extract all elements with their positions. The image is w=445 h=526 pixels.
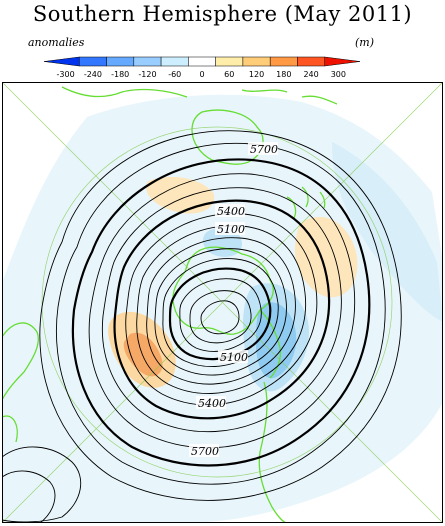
legend-tick-label: 0	[199, 70, 204, 79]
anomaly-shading	[2, 94, 443, 523]
antarctic-peninsula	[259, 309, 282, 379]
legend-tick-label: -120	[138, 70, 156, 79]
units-label: (m)	[355, 36, 375, 49]
meridian-line	[2, 82, 443, 523]
contour-label: 5400	[217, 205, 245, 218]
legend-color-box	[297, 56, 325, 67]
contour-label: 5400	[198, 397, 226, 410]
legend-tick-label: -60	[168, 70, 181, 79]
contour-5200	[154, 248, 287, 376]
legend-tick-label: -300	[57, 70, 75, 79]
legend-tick-label: 60	[224, 70, 234, 79]
contour-5900	[39, 130, 402, 501]
contour-labels: 5700 5400 5100 5100 5400 5700	[189, 142, 278, 458]
southwest-coast	[2, 415, 18, 443]
east-island-coast	[319, 191, 326, 209]
contour-5000	[189, 290, 252, 344]
legend-color-box	[188, 56, 216, 67]
anomaly-negative-inner	[256, 302, 297, 379]
legend-tick-label: 180	[276, 70, 291, 79]
contour-label: 5100	[220, 351, 248, 364]
legend-color-box	[269, 56, 298, 67]
northern-coast	[61, 86, 188, 98]
contour-5800	[55, 142, 386, 485]
south-america-coastline	[258, 381, 288, 523]
contour-label: 5700	[191, 445, 219, 458]
contour-outer-sw-2	[2, 470, 56, 523]
map-title: Southern Hemisphere (May 2011)	[32, 2, 413, 26]
indonesia-coast	[241, 89, 338, 105]
anomaly-positive-north	[146, 176, 215, 214]
legend-tick-label: 120	[249, 70, 264, 79]
contour-label: 5100	[217, 223, 245, 236]
legend-color-box	[133, 56, 162, 67]
latitude-circle	[41, 126, 393, 478]
legend-color-box	[324, 56, 361, 67]
legend-color-box	[242, 56, 271, 67]
legend-color-box	[43, 56, 80, 67]
contour-5600	[88, 173, 356, 449]
legend-color-box	[160, 56, 189, 67]
contour-5500	[101, 187, 342, 433]
contour-label: 5700	[250, 143, 278, 156]
coastlines	[2, 86, 338, 523]
legend-color-box	[79, 56, 107, 67]
legend-tick-label: 240	[303, 70, 318, 79]
contour-5700	[71, 158, 371, 467]
antarctica-coastline	[172, 246, 274, 335]
contour-5400	[113, 199, 331, 420]
graticule	[2, 82, 443, 523]
legend-color-box	[106, 56, 135, 67]
anomaly-positive-west-core	[123, 332, 163, 377]
hemisphere-map: 5700 5400 5100 5100 5400 5700	[2, 82, 443, 523]
contour-outer-sw	[2, 446, 82, 523]
contour-4950	[200, 300, 240, 335]
contour-5050	[179, 278, 262, 352]
color-legend: -300 -240 -180 -120 -60 0 60 120 180 240 300	[43, 56, 361, 79]
legend-tick-label: -180	[111, 70, 129, 79]
legend-tick-label: 300	[331, 70, 346, 79]
legend-color-box	[215, 56, 244, 67]
map-frame	[2, 82, 443, 523]
new-zealand-coastline	[286, 186, 309, 219]
africa-coastline	[2, 322, 39, 401]
legend-tick-label: -240	[84, 70, 102, 79]
anomalies-label: anomalies	[28, 36, 85, 49]
contour-5250	[146, 237, 296, 385]
anomaly-light-blue-region	[2, 94, 443, 523]
contour-5150	[162, 258, 279, 368]
